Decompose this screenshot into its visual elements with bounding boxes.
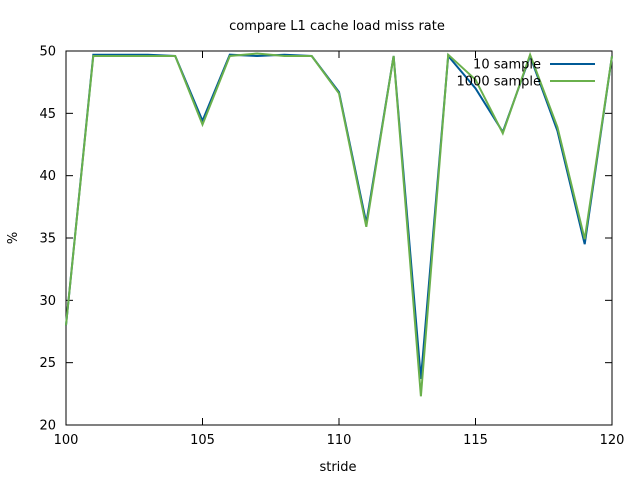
series-line-thousand-sample (65, 51, 613, 397)
series-lines (65, 51, 613, 397)
y-tick-label: 20 (39, 419, 56, 434)
legend-label: 10 sample (473, 58, 541, 73)
x-tick-label: 105 (190, 433, 215, 448)
plot-frame (65, 50, 613, 426)
x-tick-label: 115 (463, 433, 488, 448)
y-tick-label: 25 (39, 356, 56, 371)
series-line-ten-sample (65, 53, 613, 379)
y-tick-label: 30 (39, 294, 56, 309)
y-tick-label: 40 (39, 169, 56, 184)
x-tick-label: 100 (54, 433, 79, 448)
y-axis: 20 25 30 35 40 45 50 (39, 45, 612, 434)
x-axis-label: stride (319, 460, 356, 475)
x-tick-label: 120 (600, 433, 625, 448)
legend-label: 1000 sample (457, 75, 541, 90)
y-tick-label: 45 (39, 107, 56, 122)
legend: 10 sample 1000 sample (457, 58, 595, 90)
chart-title: compare L1 cache load miss rate (229, 19, 445, 34)
x-tick-label: 110 (327, 433, 352, 448)
y-tick-label: 50 (39, 45, 56, 60)
y-axis-label: % (6, 232, 21, 244)
y-tick-label: 35 (39, 232, 56, 247)
x-axis: 100 105 110 115 120 (54, 51, 625, 448)
